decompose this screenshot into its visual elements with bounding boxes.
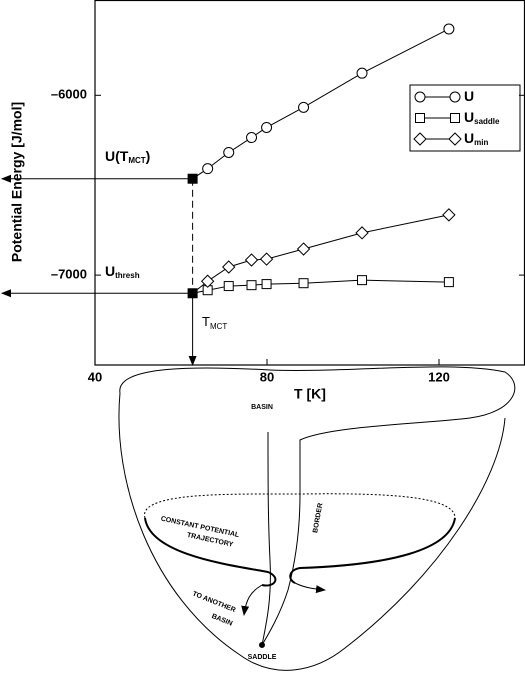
marker [450, 113, 460, 123]
legend-name: U [464, 88, 474, 104]
x-axis-label: T [K] [294, 386, 326, 402]
annotation-text: U [105, 263, 115, 279]
dotted-trajectory [144, 493, 456, 519]
legend-sub: min [474, 138, 488, 147]
marker [448, 132, 462, 146]
marker [298, 101, 310, 113]
marker [261, 279, 272, 290]
legend-label: U [464, 88, 474, 104]
annotation: Uthresh [105, 263, 140, 280]
x-tick-label: 80 [260, 369, 274, 384]
basin-rim [119, 366, 516, 494]
plot-frame [94, 0, 525, 366]
annotation-text: ) [146, 148, 151, 164]
basin-wall [118, 392, 506, 671]
border-left [261, 431, 271, 646]
annotation-sub: MCT [210, 322, 227, 331]
border-right [261, 493, 301, 646]
marker [449, 91, 461, 103]
trajectory-arrow [294, 582, 326, 594]
marker [443, 23, 455, 35]
legend-label: Usaddle [464, 109, 500, 126]
diagram-label: TO ANOTHER [191, 590, 236, 614]
annotation-text: U(T [105, 148, 129, 164]
marker [259, 252, 274, 266]
y-tick-label: –7000 [51, 267, 87, 282]
trajectory [289, 517, 456, 584]
marker [356, 67, 368, 79]
threshold-point [187, 173, 198, 184]
marker [244, 253, 259, 267]
diagram-label: BASIN [251, 404, 273, 411]
annotation-text: T [202, 314, 210, 329]
annotation: TMCT [202, 314, 227, 331]
marker [414, 91, 426, 103]
marker [222, 260, 236, 274]
x-tick-label: 40 [88, 369, 102, 384]
series-line [207, 214, 449, 282]
marker [413, 132, 427, 146]
diagram-label: SADDLE [248, 654, 277, 661]
y-tick-label: –6000 [51, 87, 87, 102]
trajectory-arrow [241, 584, 263, 616]
threshold-point [187, 288, 198, 299]
annotation: U(TMCT) [105, 148, 150, 165]
x-tick-label: 120 [428, 369, 450, 384]
marker [246, 132, 258, 144]
marker [246, 280, 257, 291]
diagram-label: BORDER [312, 503, 324, 534]
marker [298, 278, 309, 289]
marker [261, 121, 273, 133]
legend-name: U [464, 130, 474, 146]
marker [223, 146, 235, 158]
marker [443, 277, 454, 288]
annotation-sub: MCT [128, 156, 145, 165]
diagram-label: BASIN [210, 613, 233, 628]
series-line [207, 279, 449, 291]
legend-name: U [464, 109, 474, 125]
marker [202, 163, 214, 175]
chart: T [K] Potential Energy [J/mol] U(TMCT) U… [1, 0, 525, 402]
legend-sub: saddle [474, 117, 500, 126]
diagram [118, 366, 516, 671]
marker [355, 226, 369, 240]
marker [357, 275, 368, 286]
annotation-sub: thresh [115, 271, 140, 280]
y-axis-label: Potential Energy [J/mol] [9, 102, 25, 262]
marker [415, 113, 425, 123]
saddle-point [259, 642, 265, 648]
legend-label: Umin [464, 130, 488, 147]
marker [223, 281, 234, 292]
trajectory [144, 517, 277, 587]
marker [442, 208, 456, 222]
marker [200, 274, 215, 288]
marker [296, 242, 311, 256]
